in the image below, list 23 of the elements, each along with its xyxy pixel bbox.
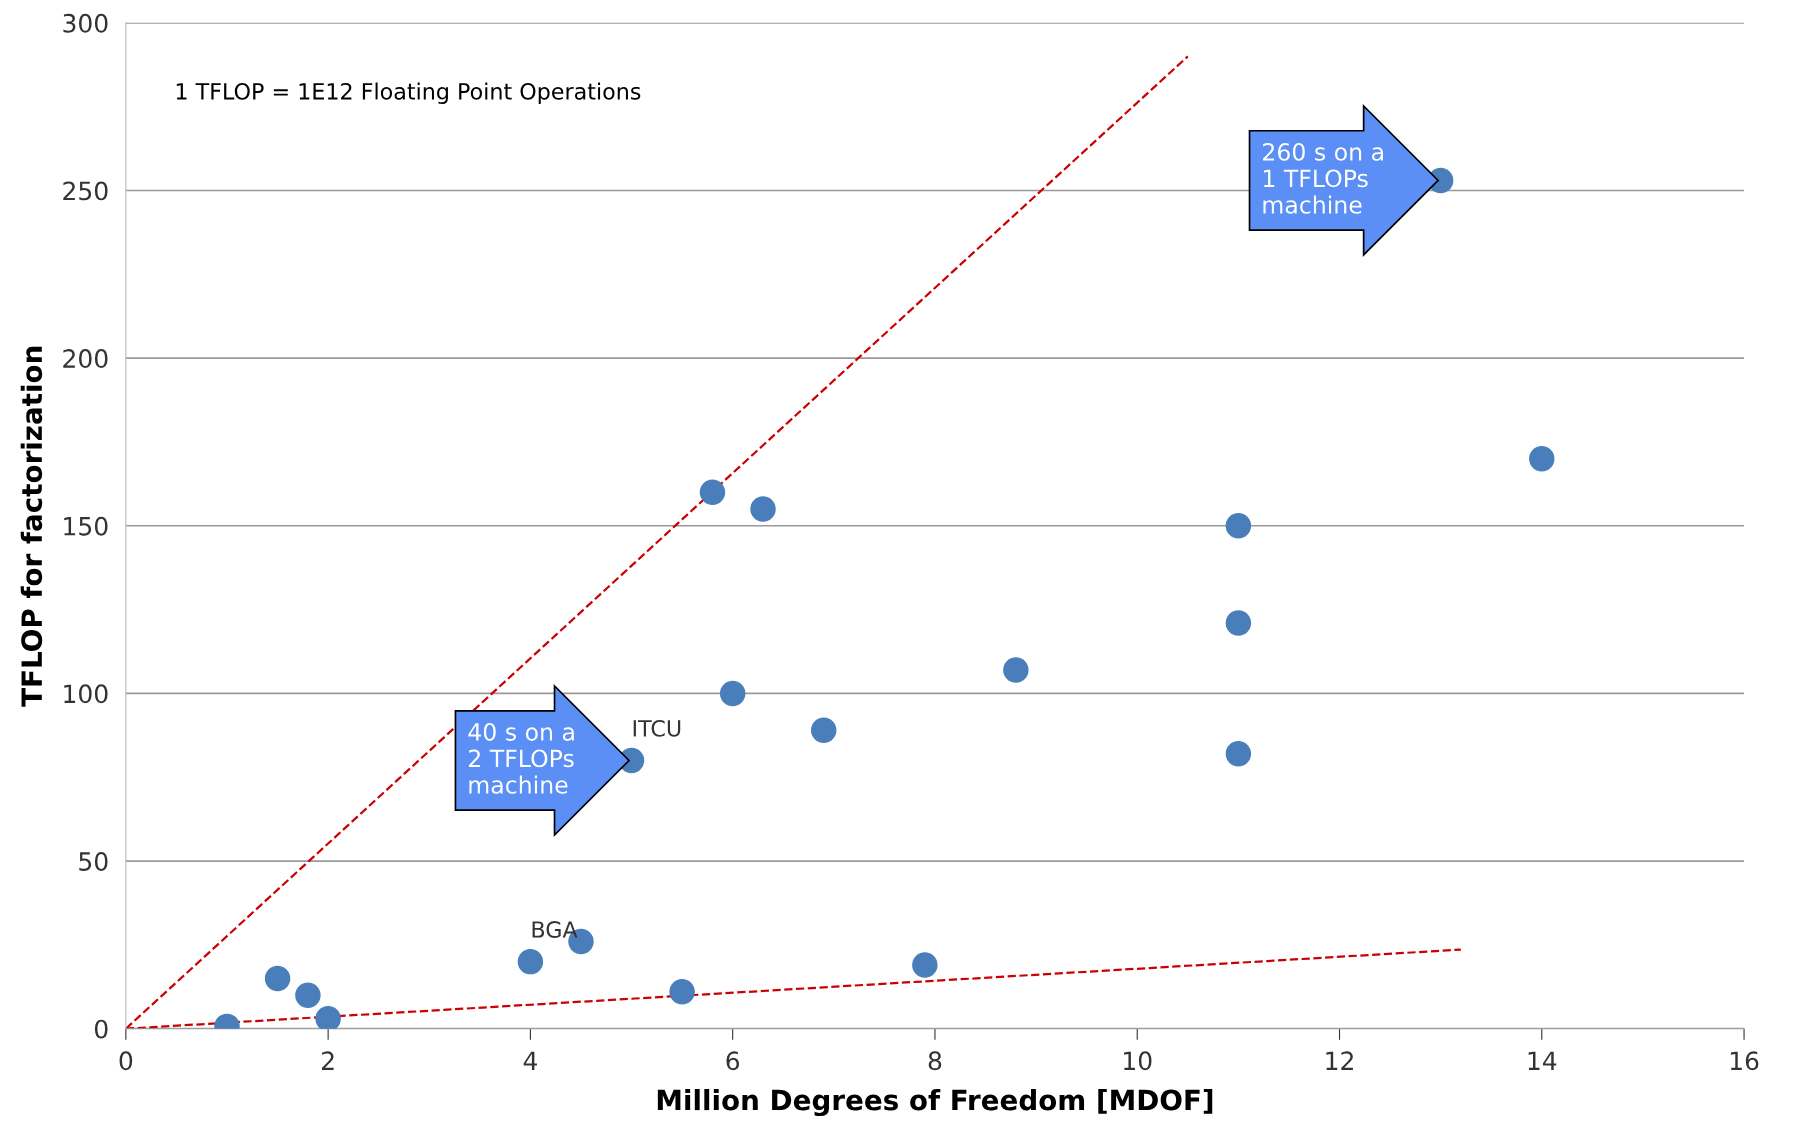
x-tick-label: 12 <box>1326 1051 1353 1070</box>
y-tick-label: 150 <box>64 516 108 536</box>
y-axis-title: TFLOP for factorization <box>20 346 43 707</box>
annotation: ITCU <box>633 719 681 737</box>
y-tick-label: 200 <box>63 349 108 368</box>
y-tick-label: 50 <box>79 852 108 871</box>
y-tick-label: 100 <box>64 684 108 704</box>
x-tick-label: 16 <box>1730 1051 1759 1071</box>
x-tick-label: 14 <box>1528 1051 1557 1070</box>
annotation: BGA <box>532 921 578 938</box>
x-tick-label: 8 <box>928 1051 942 1071</box>
x-tick-label: 2 <box>322 1051 334 1070</box>
y-tick-label: 250 <box>63 181 108 201</box>
annotation: 1 TFLOP = 1E12 Floating Point Operations <box>176 82 641 105</box>
x-tick-label: 10 <box>1124 1051 1152 1071</box>
x-tick-label: 0 <box>119 1051 133 1071</box>
annotation: 40 s on a 2 TFLOPs machine <box>468 723 574 794</box>
y-tick-label: 300 <box>63 13 108 33</box>
x-tick-label: 4 <box>523 1051 537 1070</box>
y-tick-label: 0 <box>94 1019 108 1039</box>
x-axis-title: Million Degrees of Freedom [MDOF] <box>657 1089 1213 1117</box>
x-tick-label: 6 <box>726 1051 740 1071</box>
annotation: 260 s on a 1 TFLOPs machine <box>1263 142 1383 214</box>
